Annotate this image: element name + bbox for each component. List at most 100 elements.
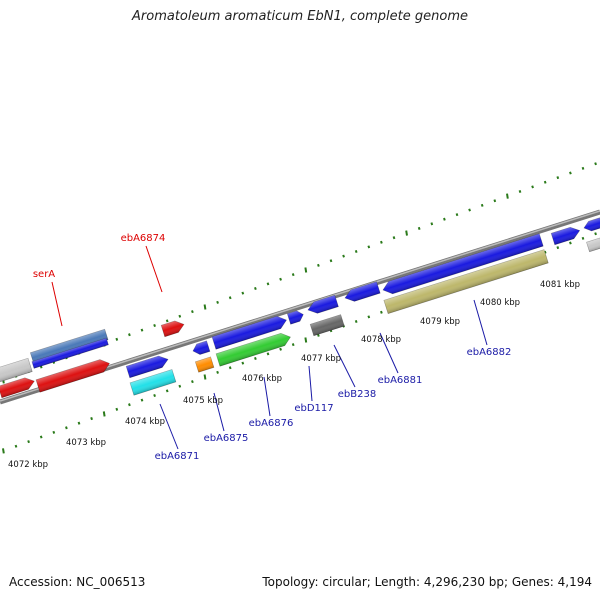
tick-mark xyxy=(228,296,232,300)
gene-track xyxy=(0,217,600,399)
scale-label: 4072 kbp xyxy=(8,460,48,470)
tick-mark xyxy=(102,411,106,417)
scale-label: 4077 kbp xyxy=(301,354,341,364)
tick-mark xyxy=(115,407,119,411)
gene-arrow-shading xyxy=(344,281,381,302)
gene-feature[interactable] xyxy=(383,249,549,315)
tick-mark xyxy=(342,254,345,258)
scale-label: 4076 kbp xyxy=(242,374,282,384)
tick-mark xyxy=(493,199,497,203)
tick-mark xyxy=(27,440,30,444)
tick-mark xyxy=(392,236,396,240)
gene-arrow-shading xyxy=(216,333,291,367)
scale-label: 4080 kbp xyxy=(480,298,520,308)
gene-arrow-shading xyxy=(126,356,169,378)
scale-label: 4075 kbp xyxy=(183,396,223,406)
tick-mark xyxy=(266,282,270,286)
tick-mark xyxy=(216,370,219,374)
tick-mark xyxy=(380,240,383,244)
tick-mark xyxy=(317,333,320,337)
gene-feature[interactable] xyxy=(215,331,292,367)
tick-mark xyxy=(581,166,585,170)
tick-mark xyxy=(468,208,471,212)
gene-label[interactable]: ebA6882 xyxy=(467,347,512,358)
gene-feature[interactable] xyxy=(129,369,177,396)
gene-feature[interactable] xyxy=(582,217,600,233)
gene-feature[interactable] xyxy=(309,314,345,337)
gene-arrow-shading xyxy=(383,249,549,314)
tick-mark xyxy=(531,185,534,189)
tick-mark xyxy=(569,241,572,245)
callout-line xyxy=(213,392,225,432)
tick-mark xyxy=(279,277,282,281)
gene-feature[interactable] xyxy=(29,328,109,364)
gene-label[interactable]: serA xyxy=(33,269,55,280)
tick-mark xyxy=(153,393,156,397)
callout-line xyxy=(473,299,488,346)
gene-label[interactable]: ebA6875 xyxy=(204,433,249,444)
tick-mark xyxy=(241,291,245,295)
tick-mark xyxy=(291,343,295,347)
callout-line xyxy=(379,332,399,374)
callout-line xyxy=(333,344,356,388)
gene-feature[interactable] xyxy=(160,319,186,338)
tick-mark xyxy=(518,189,522,193)
tick-mark xyxy=(153,323,156,327)
gene-label[interactable]: ebA6874 xyxy=(121,233,166,244)
tick-mark xyxy=(77,421,81,425)
gene-feature[interactable] xyxy=(0,375,36,399)
tick-mark xyxy=(115,337,119,341)
gene-feature[interactable] xyxy=(550,225,581,246)
gene-arrow-shading xyxy=(130,369,176,396)
gene-feature[interactable] xyxy=(194,356,215,373)
gene-label[interactable]: ebA6876 xyxy=(249,418,294,429)
gene-label[interactable]: ebA6871 xyxy=(155,451,200,462)
gene-feature[interactable] xyxy=(31,337,109,369)
tick-mark xyxy=(165,389,169,393)
gene-arrow-shading xyxy=(551,227,580,245)
tick-mark xyxy=(14,444,18,448)
gene-feature[interactable] xyxy=(286,309,305,325)
tick-mark xyxy=(367,315,371,319)
tick-mark xyxy=(178,314,182,318)
gene-arrow-shading xyxy=(192,340,210,355)
tick-mark xyxy=(266,352,270,356)
gene-feature[interactable] xyxy=(125,354,170,379)
gene-feature[interactable] xyxy=(586,237,600,253)
gene-feature[interactable] xyxy=(343,281,381,304)
tick-mark xyxy=(216,300,219,304)
gene-feature[interactable] xyxy=(0,357,33,385)
label-callouts xyxy=(51,245,488,450)
gene-arrow-shading xyxy=(583,217,600,231)
tick-mark xyxy=(480,203,484,207)
tick-mark xyxy=(90,417,93,421)
gene-label[interactable]: ebB238 xyxy=(338,389,376,400)
callout-line xyxy=(145,245,163,293)
gene-arrow-shading xyxy=(195,356,214,373)
scale-label: 4079 kbp xyxy=(420,317,460,327)
tick-mark xyxy=(506,193,509,199)
gene-feature[interactable] xyxy=(35,357,111,393)
tick-mark xyxy=(430,222,434,226)
gene-feature[interactable] xyxy=(211,314,288,350)
gene-label[interactable]: ebA6881 xyxy=(378,375,423,386)
gene-arrow-shading xyxy=(36,359,110,393)
tick-mark xyxy=(128,333,131,337)
tick-mark xyxy=(556,176,560,180)
tick-mark xyxy=(203,304,207,310)
gene-label[interactable]: ebD117 xyxy=(294,403,333,414)
tick-mark xyxy=(52,430,56,434)
gene-feature[interactable] xyxy=(306,294,339,315)
scale-label: 4073 kbp xyxy=(66,438,106,448)
tick-mark xyxy=(39,435,43,439)
gene-feature[interactable] xyxy=(381,233,544,297)
tick-mark xyxy=(543,180,547,184)
accession-text: Accession: NC_006513 xyxy=(9,575,146,589)
tick-mark xyxy=(354,320,358,324)
tick-mark xyxy=(140,398,144,402)
callout-line xyxy=(308,365,313,402)
tick-mark xyxy=(329,259,333,263)
gene-feature[interactable] xyxy=(191,340,211,356)
